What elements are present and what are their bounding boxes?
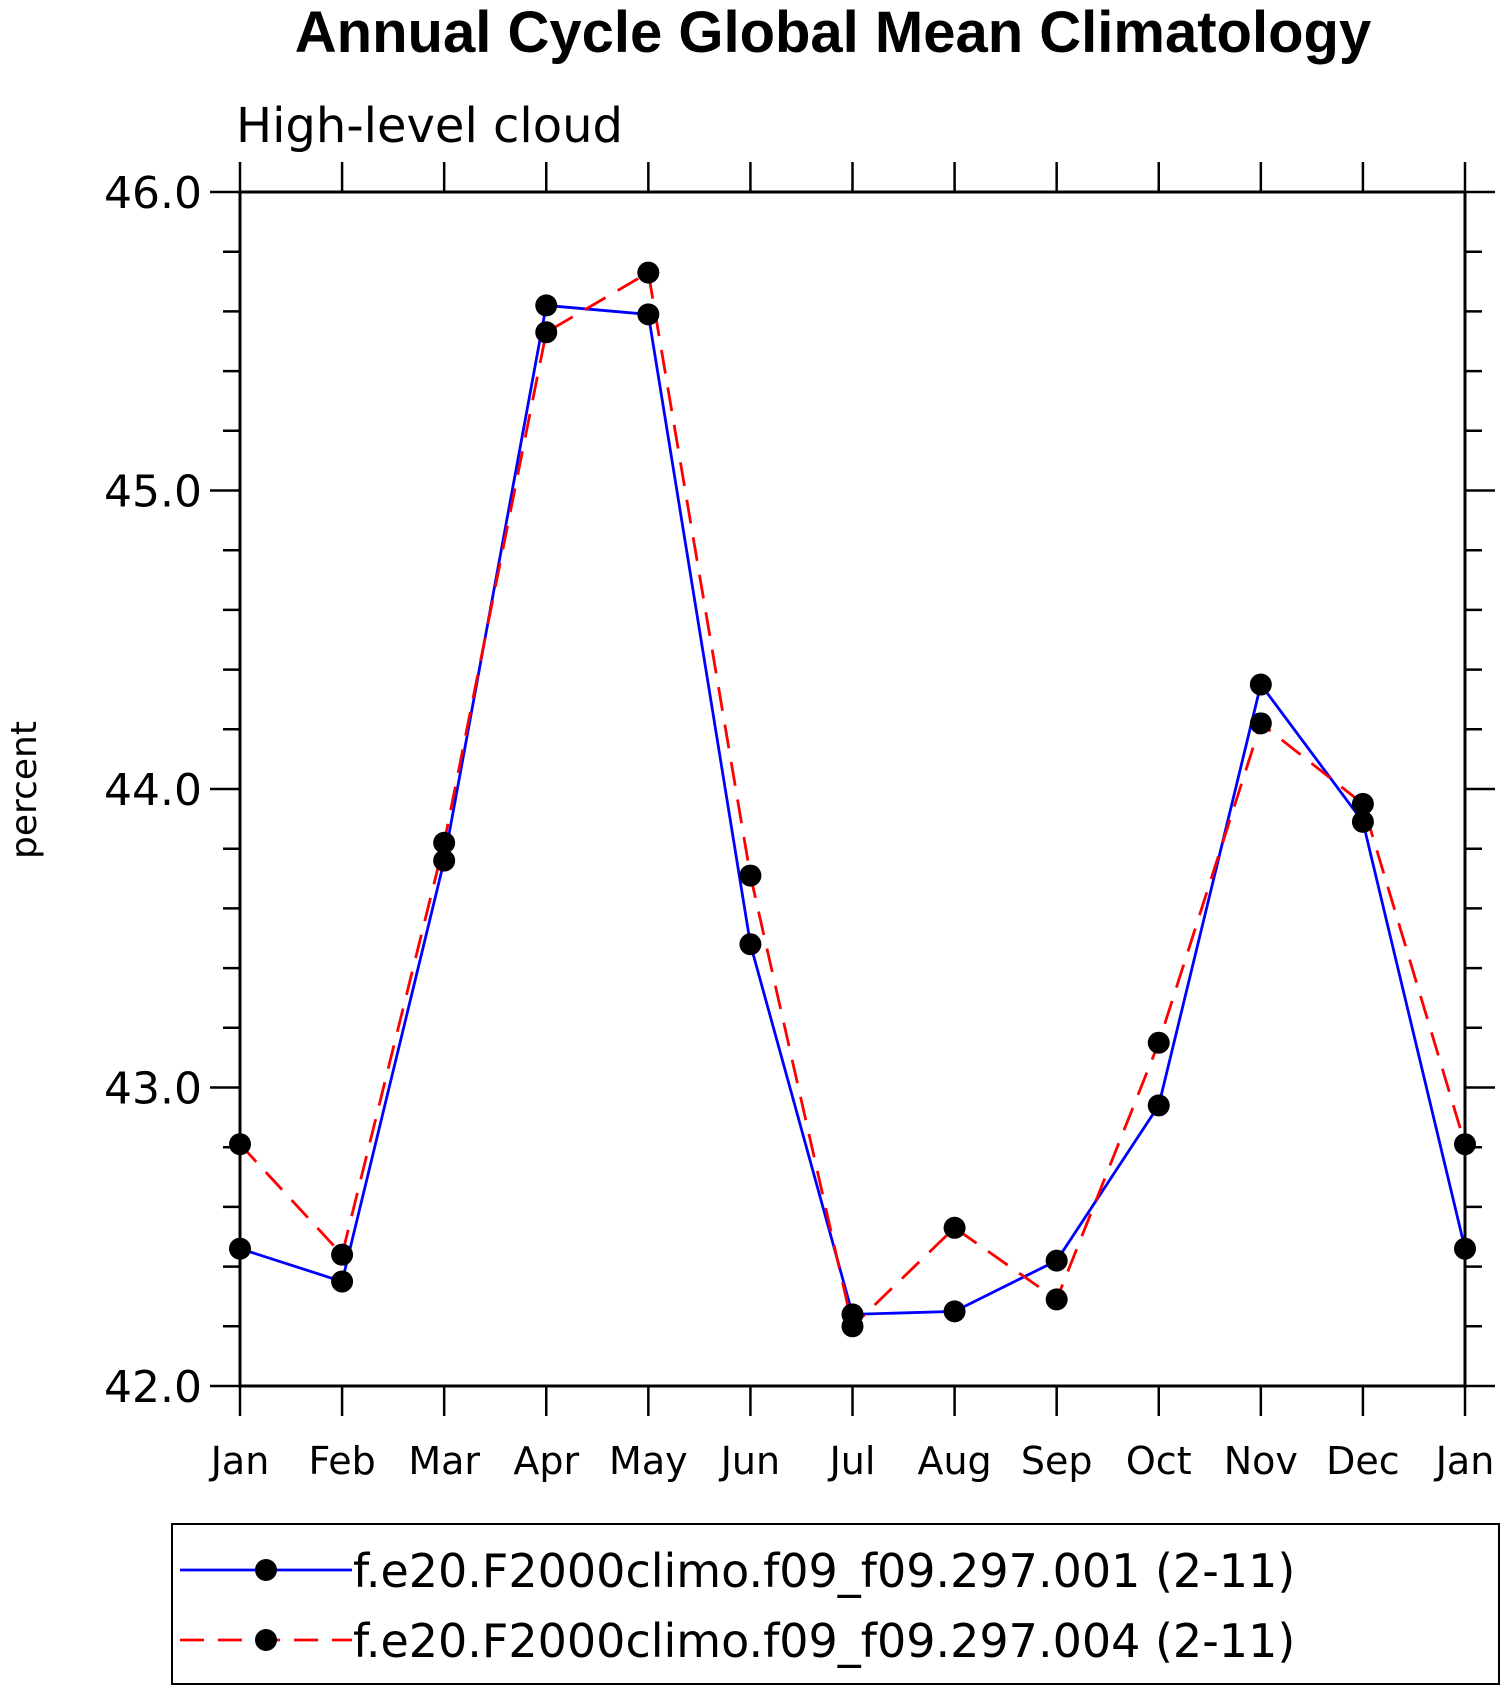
y-tick-label: 44.0 <box>104 765 202 816</box>
x-tick-label: Oct <box>1126 1439 1192 1483</box>
series-1-point <box>943 1300 966 1323</box>
series-2-point <box>1454 1133 1476 1156</box>
series-1-point <box>229 1237 251 1260</box>
legend: f.e20.F2000climo.f09_f09.297.001 (2-11) f… <box>171 1523 1500 1685</box>
legend-label-2: f.e20.F2000climo.f09_f09.297.004 (2-11) <box>353 1614 1295 1668</box>
series-2-point <box>637 261 660 284</box>
x-tick-label: Apr <box>513 1439 579 1483</box>
series-1-point <box>739 933 762 956</box>
series-layer <box>229 261 1476 1338</box>
series-2-point <box>1351 792 1374 815</box>
x-tick-label: May <box>609 1439 688 1483</box>
series-2-point <box>331 1243 354 1266</box>
legend-marker-1 <box>255 1559 277 1581</box>
chart-subtitle: High-level cloud <box>236 98 623 154</box>
series-2-point <box>229 1133 251 1156</box>
series-1-point <box>1147 1094 1170 1117</box>
series-1-point <box>535 294 558 317</box>
series-1-point <box>1045 1249 1068 1272</box>
series-2-point <box>1249 712 1272 735</box>
series-1-point <box>1351 810 1374 833</box>
y-tick-label: 45.0 <box>104 467 202 518</box>
x-tick-label: Jun <box>719 1439 780 1483</box>
series-2-point <box>433 831 456 854</box>
series-1-point <box>1454 1237 1476 1260</box>
x-tick-label: Jul <box>828 1439 876 1483</box>
series-2-point <box>739 864 762 887</box>
x-tick-label: Aug <box>917 1439 991 1483</box>
x-tick-label: Jan <box>1434 1439 1495 1483</box>
x-tick-label: Mar <box>408 1439 480 1483</box>
chart-title: Annual Cycle Global Mean Climatology <box>295 0 1371 65</box>
series-2-point <box>535 321 558 344</box>
plot-frame <box>238 190 1467 1388</box>
series-line-1 <box>239 303 1467 1316</box>
legend-marker-2 <box>255 1629 277 1651</box>
series-2-point <box>1147 1031 1170 1054</box>
tick-labels: 42.0 43.0 44.0 45.0 46.0 Jan Feb Mar Apr May Jun Ju… <box>104 168 1494 1483</box>
legend-entries: f.e20.F2000climo.f09_f09.297.001 (2-11) f… <box>180 1544 1295 1668</box>
legend-label-1: f.e20.F2000climo.f09_f09.297.001 (2-11) <box>353 1544 1295 1598</box>
x-tick-label: Sep <box>1021 1439 1093 1483</box>
y-tick-label: 43.0 <box>104 1064 202 1115</box>
y-tick-label: 42.0 <box>104 1362 202 1413</box>
axes <box>210 162 1495 1416</box>
series-2-point <box>1045 1288 1068 1311</box>
series-2-point <box>943 1216 966 1239</box>
series-1-point <box>331 1270 354 1293</box>
series-1-point <box>637 303 660 326</box>
y-tick-label: 46.0 <box>104 168 202 219</box>
series-1-point <box>433 849 456 872</box>
x-tick-label: Nov <box>1224 1439 1298 1483</box>
x-tick-label: Feb <box>308 1439 375 1483</box>
series-2-point <box>841 1315 864 1338</box>
legend-frame <box>171 1523 1500 1685</box>
x-tick-label: Dec <box>1326 1439 1400 1483</box>
x-tick-label: Jan <box>209 1439 270 1483</box>
series-line-2 <box>238 270 1467 1330</box>
series-1-point <box>1249 673 1272 696</box>
y-axis-label: percent <box>4 721 45 859</box>
